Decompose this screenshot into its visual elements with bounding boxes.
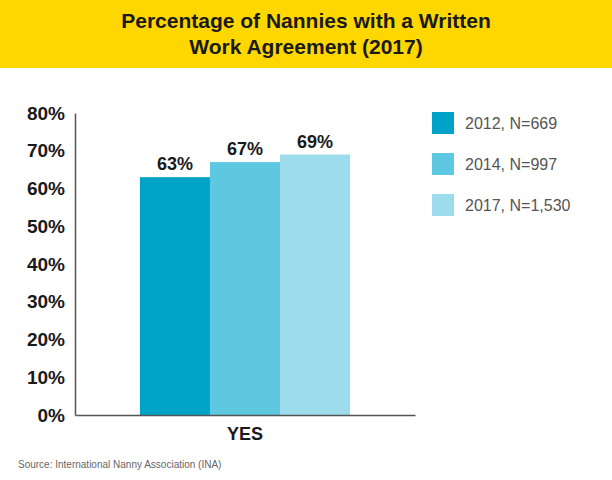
y-tick-label: 80% <box>27 103 65 124</box>
data-labels: 63% 67% 69% <box>157 132 333 175</box>
legend-swatch <box>432 153 454 175</box>
chart-title: Percentage of Nannies with a Written Wor… <box>106 8 506 60</box>
legend-item: 2014, N=997 <box>432 153 557 175</box>
y-tick-label: 70% <box>27 140 65 161</box>
data-label: 69% <box>297 132 333 152</box>
legend-item: 2012, N=669 <box>432 112 557 134</box>
data-label: 63% <box>157 154 193 174</box>
y-tick: 30% <box>27 291 75 312</box>
legend: 2012, N=669 2014, N=997 2017, N=1,530 <box>432 112 571 216</box>
data-label: 67% <box>227 139 263 159</box>
y-axis: 0% 10% 20% 30% 40% 50% 60% 70% 80% <box>27 103 76 426</box>
y-tick-label: 10% <box>27 367 65 388</box>
y-tick-label: 30% <box>27 291 65 312</box>
y-tick-label: 40% <box>27 254 65 275</box>
title-banner: Percentage of Nannies with a Written Wor… <box>0 0 612 68</box>
bar <box>280 155 350 415</box>
legend-label: 2017, N=1,530 <box>465 197 571 214</box>
y-tick-label: 60% <box>27 178 65 199</box>
x-tick-label: YES <box>227 424 263 444</box>
legend-swatch <box>432 112 454 134</box>
x-axis-line <box>76 415 416 417</box>
y-tick-label: 50% <box>27 216 65 237</box>
y-tick: 20% <box>27 329 75 350</box>
y-tick: 40% <box>27 254 75 275</box>
x-tick: YES <box>227 415 263 444</box>
y-tick: 0% <box>38 405 75 426</box>
y-axis-line <box>75 114 77 416</box>
bar <box>210 162 280 415</box>
legend-label: 2012, N=669 <box>465 115 557 132</box>
legend-label: 2014, N=997 <box>465 156 557 173</box>
bar <box>140 177 210 415</box>
y-tick: 80% <box>27 103 75 124</box>
y-tick: 50% <box>27 216 75 237</box>
legend-item: 2017, N=1,530 <box>432 194 571 216</box>
y-tick: 60% <box>27 178 75 199</box>
x-axis: YES <box>76 415 416 444</box>
y-tick: 70% <box>27 140 75 161</box>
legend-swatch <box>432 194 454 216</box>
y-tick-label: 0% <box>38 405 66 426</box>
chart-svg: 0% 10% 20% 30% 40% 50% 60% 70% 80% YES 63% 67% 69% 20… <box>0 0 612 480</box>
bars <box>140 155 350 415</box>
source-note: Source: International Nanny Association … <box>18 459 221 470</box>
y-tick-label: 20% <box>27 329 65 350</box>
y-tick: 10% <box>27 367 75 388</box>
